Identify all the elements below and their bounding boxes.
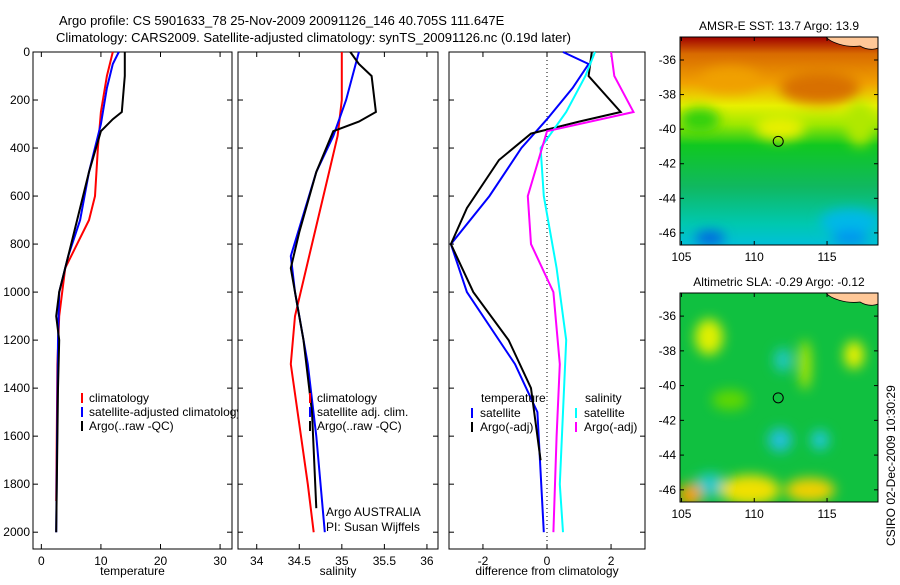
title-line1: Argo profile: CS 5901633_78 25-Nov-2009 …	[59, 13, 505, 28]
y-tick-label: 600	[10, 189, 30, 203]
x-tick-label: 105	[671, 250, 691, 264]
y-tick-label: -38	[659, 88, 677, 102]
x-tick-label: 36	[420, 554, 434, 568]
series-temperature-argo-adj-	[449, 51, 623, 461]
legend-title-salinity: salinity	[585, 391, 622, 405]
legend-label: satellite adj. clim.	[317, 405, 408, 419]
series-temperature-satellite	[449, 51, 591, 533]
x-axis-label: temperature	[100, 564, 165, 578]
y-tick-label: -46	[659, 483, 677, 497]
y-tick-label: -36	[659, 309, 677, 323]
series-argo-raw-qc-	[55, 52, 126, 533]
y-tick-label: -36	[659, 53, 677, 67]
axes-box	[32, 51, 233, 550]
y-tick-label: 400	[10, 141, 30, 155]
x-tick-label: 20	[154, 554, 168, 568]
y-tick-label: -46	[659, 226, 677, 240]
legend-label: Argo(-adj)	[584, 420, 637, 434]
title-line2: Climatology: CARS2009. Satellite-adjuste…	[56, 30, 571, 45]
x-tick-label: 105	[671, 507, 691, 521]
y-tick-label: 1200	[3, 333, 30, 347]
x-axis-label: salinity	[320, 564, 357, 578]
x-axis-label: difference from climatology	[475, 564, 618, 578]
y-tick-label: -38	[659, 344, 677, 358]
y-tick-label: -40	[659, 379, 677, 393]
y-tick-label: 1400	[3, 381, 30, 395]
y-tick-label: -42	[659, 157, 677, 171]
map-frame	[679, 292, 879, 503]
x-tick-label: 110	[745, 507, 764, 521]
series-satellite-adjusted-climatology	[55, 51, 120, 533]
argo-location-marker	[772, 392, 784, 404]
legend-title-temperature: temperature	[481, 391, 546, 405]
series-climatology	[289, 52, 343, 533]
y-tick-label: 1800	[3, 477, 30, 491]
legend-label: Argo(..raw -QC)	[317, 419, 402, 433]
legend-label: satellite	[584, 406, 625, 420]
legend-label: climatology	[89, 391, 149, 405]
x-tick-label: 30	[213, 554, 227, 568]
y-tick-label: 1600	[3, 429, 30, 443]
y-tick-label: 2000	[3, 525, 30, 539]
y-tick-label: -44	[659, 448, 677, 462]
legend-label: satellite	[480, 406, 521, 420]
map-title: AMSR-E SST: 13.7 Argo: 13.9	[699, 19, 859, 33]
sla-map	[680, 292, 879, 502]
panel-sal: 34 34.5 35 35.5 36 salinity climatologysatelli…	[237, 51, 439, 578]
y-tick-label: 0	[23, 45, 30, 59]
y-tick-label: 200	[10, 93, 30, 107]
credit-label: Argo AUSTRALIA	[326, 505, 421, 519]
x-tick-label: 35.5	[373, 554, 397, 568]
y-tick-label: 1000	[3, 285, 30, 299]
x-tick-label: 34	[250, 554, 264, 568]
map-axes-sst: AMSR-E SST: 13.7 Argo: 13.9 105 110 115 -36 -…	[659, 19, 879, 264]
y-tick-label: 800	[10, 237, 30, 251]
x-tick-label: 0	[544, 554, 551, 568]
pi-label: PI: Susan Wijffels	[326, 520, 420, 534]
series-argo-raw-qc-	[289, 51, 377, 509]
legend-label: Argo(-adj)	[480, 420, 533, 434]
y-tick-label: -40	[659, 122, 677, 136]
series-satellite-adj-clim-	[289, 51, 360, 533]
series-salinity-satellite	[539, 51, 596, 533]
map-title: Altimetric SLA: -0.29 Argo: -0.12	[693, 275, 865, 289]
x-tick-label: 115	[817, 507, 836, 521]
x-tick-label: -2	[478, 554, 489, 568]
x-tick-label: 35	[335, 554, 349, 568]
y-tick-label: -44	[659, 191, 677, 205]
panel-temp: 0 10 20 30 0 200 400 600 800 1000 1200 1400 1600 1800…	[3, 45, 242, 578]
legend-label: climatology	[317, 391, 377, 405]
sst-map	[680, 36, 879, 245]
x-tick-label: 10	[94, 554, 108, 568]
argo-location-marker	[772, 135, 784, 147]
map-axes-sla: Altimetric SLA: -0.29 Argo: -0.12 105 110 1…	[659, 275, 879, 521]
x-tick-label: 115	[817, 250, 836, 264]
legend-label: Argo(..raw -QC)	[89, 419, 174, 433]
series-salinity-argo-adj-	[526, 51, 636, 533]
x-tick-label: 2	[608, 554, 615, 568]
x-tick-label: 110	[745, 250, 764, 264]
x-tick-label: 0	[38, 554, 45, 568]
x-tick-label: 34.5	[288, 554, 312, 568]
legend-label: satellite-adjusted climatology	[89, 405, 242, 419]
timestamp-stamp: CSIRO 02-Dec-2009 10:30:29	[884, 385, 898, 546]
y-tick-label: -42	[659, 413, 677, 427]
map-frame	[679, 36, 879, 246]
